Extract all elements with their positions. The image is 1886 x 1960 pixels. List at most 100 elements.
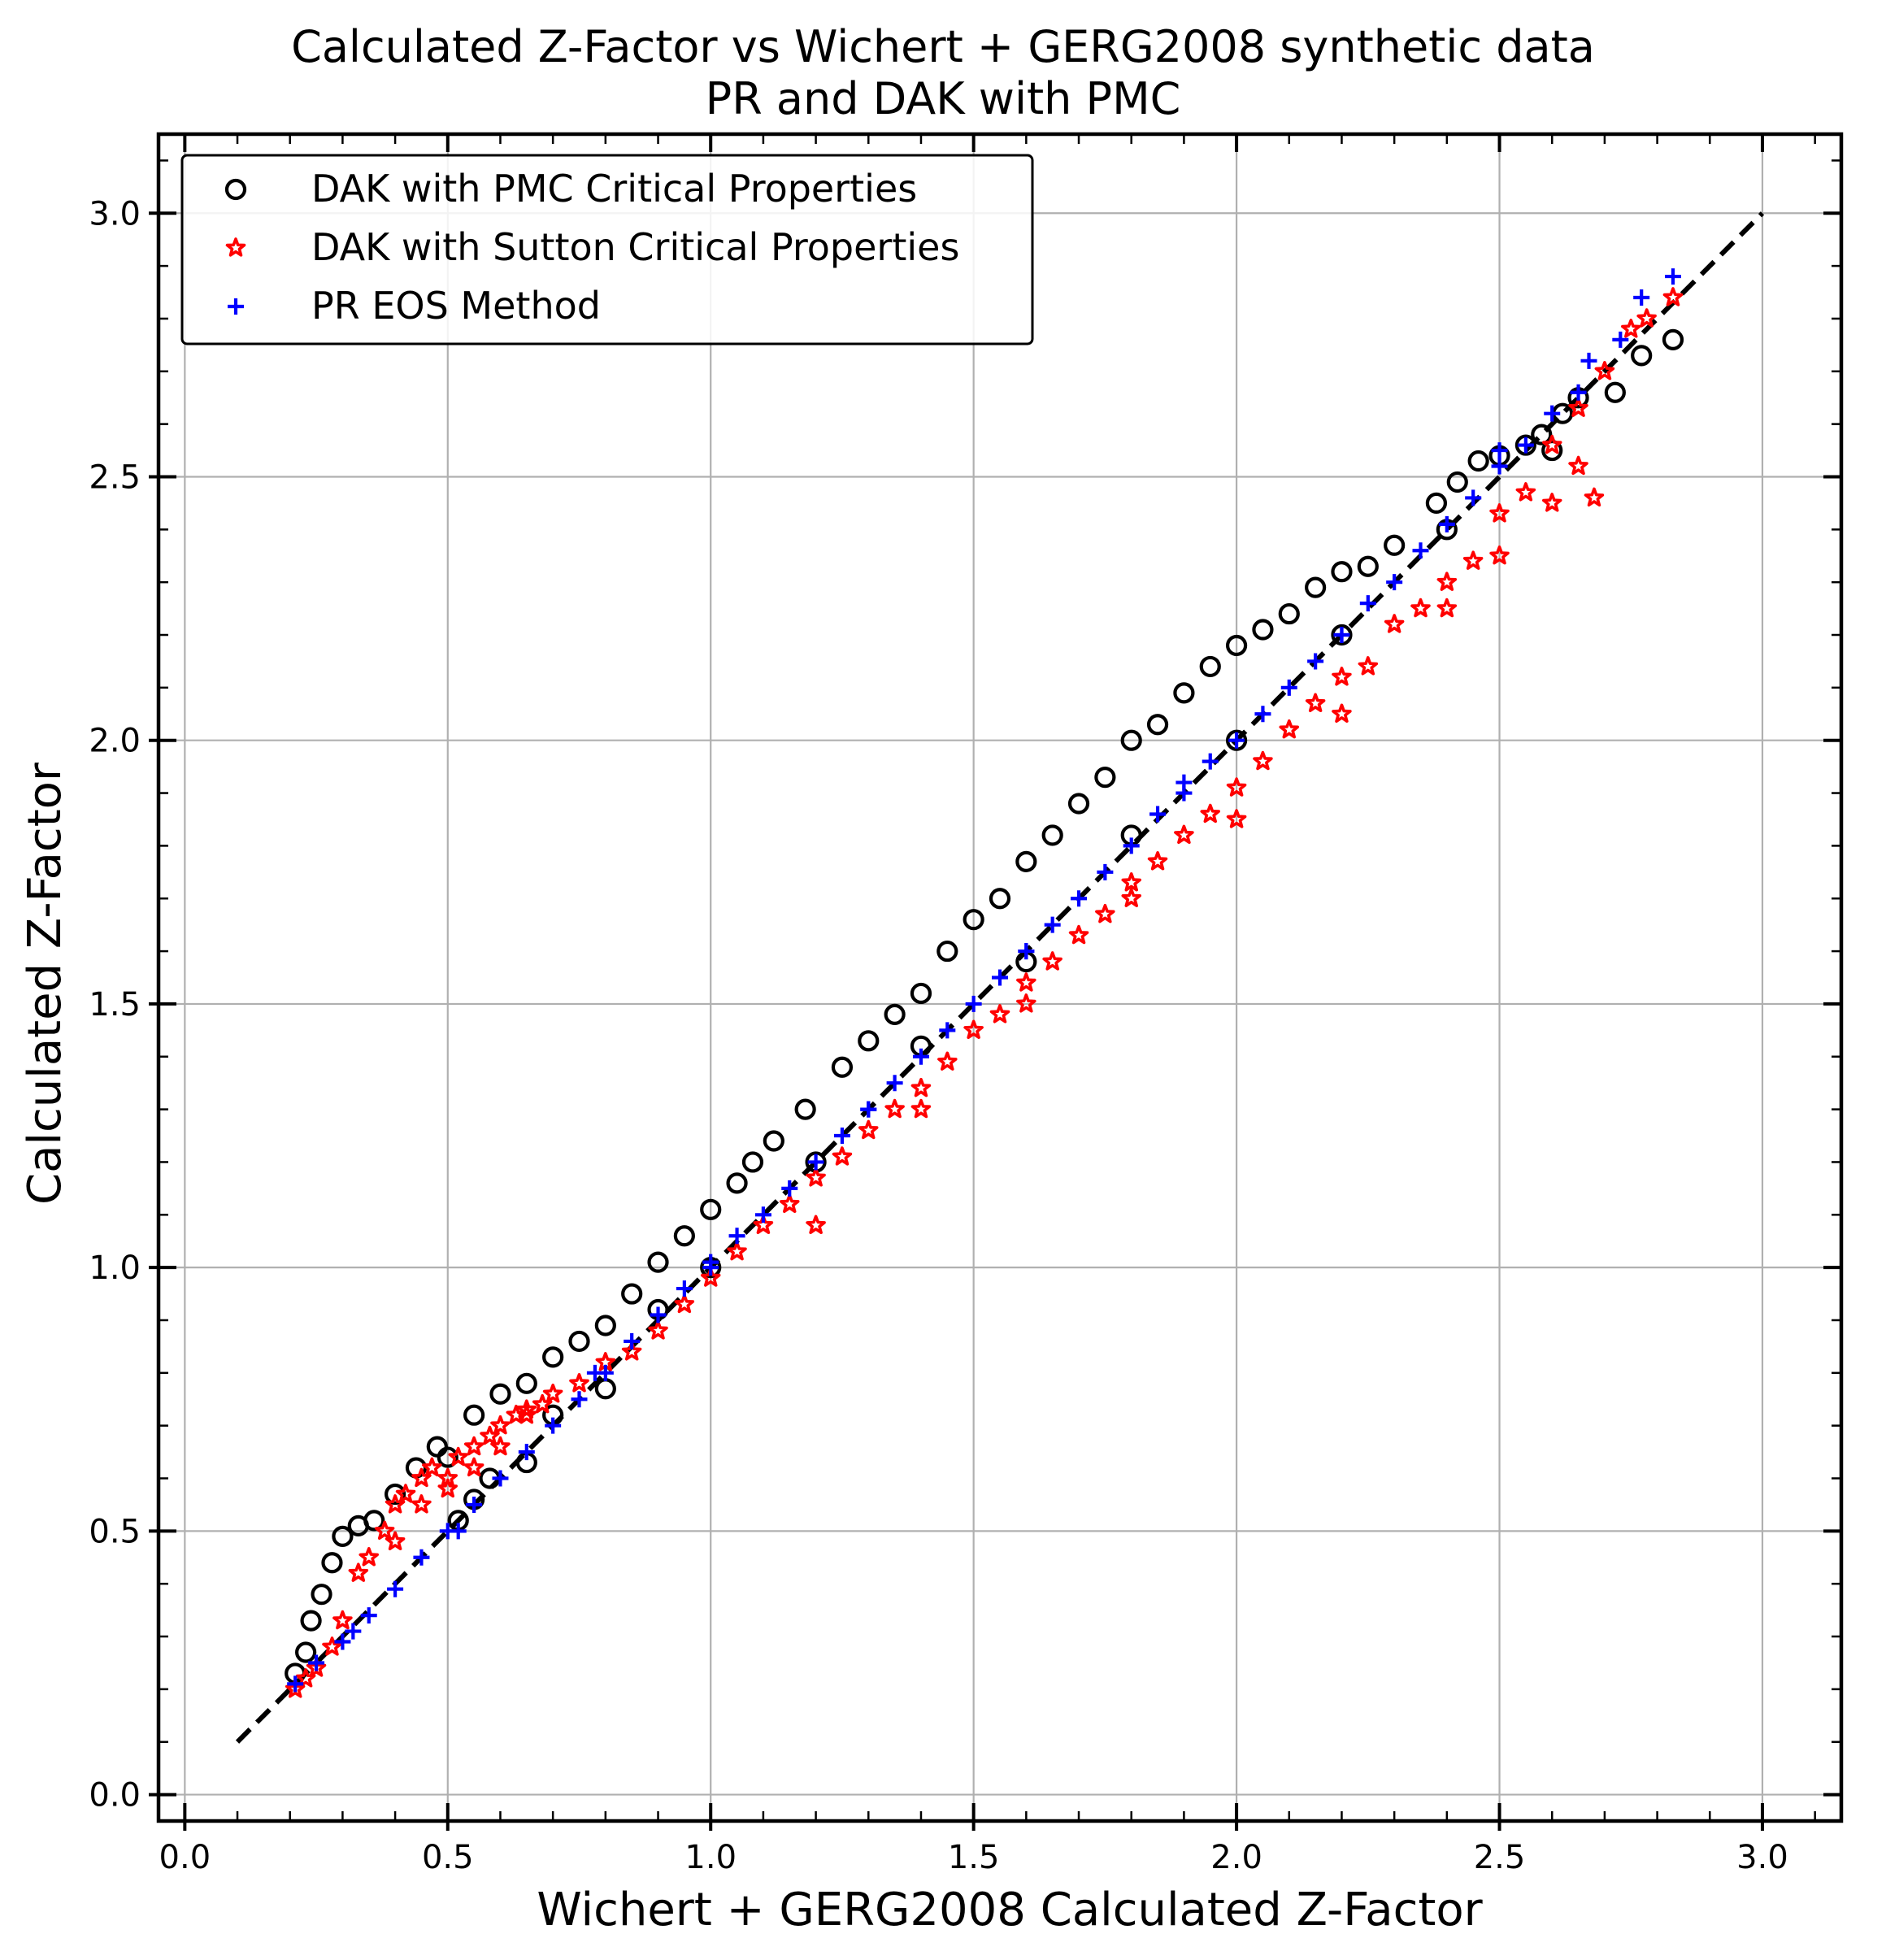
data-point-pr-eos [1307, 653, 1324, 670]
data-point-dak-pmc [1225, 634, 1248, 657]
data-point-pr-eos [1570, 384, 1587, 401]
legend-marker-dak-pmc [224, 178, 247, 201]
data-point-dak-pmc [1278, 602, 1300, 625]
data-point-dak-sutton [910, 1098, 932, 1119]
x-tick-label: 1.0 [684, 1839, 737, 1876]
y-axis-label: Calculated Z-Factor [19, 762, 72, 1205]
y-tick-label: 1.5 [89, 986, 141, 1023]
x-tick-label: 3.0 [1736, 1839, 1788, 1876]
y-tick-label: 2.0 [89, 723, 141, 760]
data-point-dak-sutton [1489, 545, 1510, 565]
data-point-dak-pmc [1094, 766, 1116, 789]
legend-label-dak-pmc: DAK with PMC Critical Properties [311, 167, 917, 211]
data-point-dak-pmc [884, 1003, 906, 1025]
y-tick-label: 1.0 [89, 1249, 141, 1287]
data-point-dak-sutton [542, 1384, 563, 1403]
data-point-pr-eos [345, 1623, 362, 1640]
data-point-dak-sutton [490, 1415, 511, 1435]
data-point-pr-eos [1175, 774, 1193, 791]
data-point-dak-sutton [1147, 851, 1168, 871]
data-point-pr-eos [1386, 574, 1403, 591]
data-point-dak-pmc [332, 1525, 354, 1547]
data-point-dak-sutton [1358, 656, 1379, 676]
data-point-dak-sutton [395, 1484, 416, 1503]
data-point-dak-pmc [1173, 682, 1195, 704]
data-point-dak-sutton [1662, 287, 1684, 306]
data-point-dak-sutton [1636, 308, 1657, 328]
x-tick-label: 1.5 [948, 1839, 1000, 1876]
data-point-dak-sutton [674, 1293, 695, 1314]
data-point-dak-pmc [1067, 793, 1090, 815]
data-point-dak-sutton [490, 1436, 511, 1456]
data-point-pr-eos [1123, 837, 1140, 854]
series-layer [285, 268, 1684, 1698]
data-point-dak-sutton [1068, 924, 1089, 945]
data-point-dak-sutton [1016, 972, 1036, 992]
data-point-pr-eos [728, 1228, 745, 1245]
data-point-dak-sutton [1584, 487, 1605, 507]
data-point-pr-eos [1071, 890, 1088, 907]
data-point-dak-sutton [359, 1547, 379, 1567]
data-point-dak-sutton [621, 1341, 642, 1361]
data-point-dak-pmc [763, 1130, 784, 1152]
data-point-dak-pmc [989, 888, 1011, 910]
data-point-dak-pmc [1425, 492, 1448, 515]
data-point-dak-pmc [1015, 850, 1037, 872]
data-point-pr-eos [1612, 331, 1629, 348]
chart-title: Calculated Z-Factor vs Wichert + GERG200… [291, 21, 1595, 72]
data-point-dak-pmc [647, 1251, 669, 1273]
data-point-dak-pmc [295, 1641, 317, 1663]
data-point-dak-pmc [542, 1346, 564, 1368]
legend-label-dak-sutton: DAK with Sutton Critical Properties [311, 225, 959, 269]
data-point-dak-sutton [701, 1267, 721, 1287]
data-point-dak-pmc [1146, 714, 1169, 736]
data-point-dak-sutton [648, 1320, 668, 1340]
data-point-dak-pmc [1384, 534, 1406, 556]
data-point-dak-pmc [1041, 824, 1063, 846]
legend-marker-symbol-dak-sutton [225, 237, 246, 257]
data-point-dak-sutton [1489, 503, 1510, 523]
legend: DAK with PMC Critical Properties DAK wit… [180, 154, 1034, 345]
data-point-dak-pmc [384, 1483, 406, 1506]
data-point-dak-sutton [422, 1457, 442, 1477]
data-point-dak-pmc [1662, 328, 1684, 350]
data-point-pr-eos [586, 1364, 603, 1381]
data-point-dak-sutton [1200, 803, 1220, 824]
data-point-pr-eos [387, 1580, 404, 1597]
data-point-dak-pmc [858, 1030, 880, 1052]
data-point-dak-pmc [463, 1404, 485, 1426]
data-point-dak-pmc [910, 982, 932, 1005]
data-point-dak-pmc [300, 1610, 322, 1632]
data-point-dak-sutton [516, 1404, 537, 1424]
data-point-pr-eos [1491, 458, 1508, 475]
data-point-dak-pmc [936, 940, 958, 963]
data-point-dak-pmc [489, 1383, 511, 1405]
data-point-pr-eos [492, 1470, 509, 1487]
data-point-pr-eos [1018, 943, 1035, 960]
legend-marker-dak-sutton [225, 237, 246, 257]
data-point-pr-eos [1149, 806, 1167, 823]
data-point-pr-eos [571, 1391, 588, 1408]
data-point-pr-eos [308, 1654, 325, 1671]
data-point-pr-eos [1044, 916, 1061, 933]
data-point-dak-pmc [726, 1172, 748, 1194]
data-point-pr-eos [1280, 679, 1297, 696]
data-point-dak-pmc [1225, 729, 1248, 751]
data-point-dak-sutton [832, 1146, 853, 1166]
data-point-dak-sutton [374, 1520, 395, 1541]
data-point-dak-pmc [1120, 729, 1142, 751]
data-point-dak-pmc [1252, 619, 1274, 641]
data-point-dak-pmc [568, 1330, 590, 1353]
data-point-dak-pmc [1631, 345, 1653, 367]
data-point-dak-sutton [858, 1119, 879, 1140]
data-point-dak-pmc [1446, 471, 1468, 493]
data-point-dak-pmc [1199, 655, 1221, 678]
data-point-dak-sutton [1621, 319, 1641, 338]
data-point-pr-eos [781, 1180, 798, 1197]
data-point-pr-eos [1202, 753, 1219, 770]
data-point-dak-sutton [1042, 951, 1063, 971]
legend-marker-symbol-pr-eos [228, 298, 244, 315]
data-point-pr-eos [545, 1417, 562, 1434]
data-point-dak-sutton [463, 1457, 485, 1477]
